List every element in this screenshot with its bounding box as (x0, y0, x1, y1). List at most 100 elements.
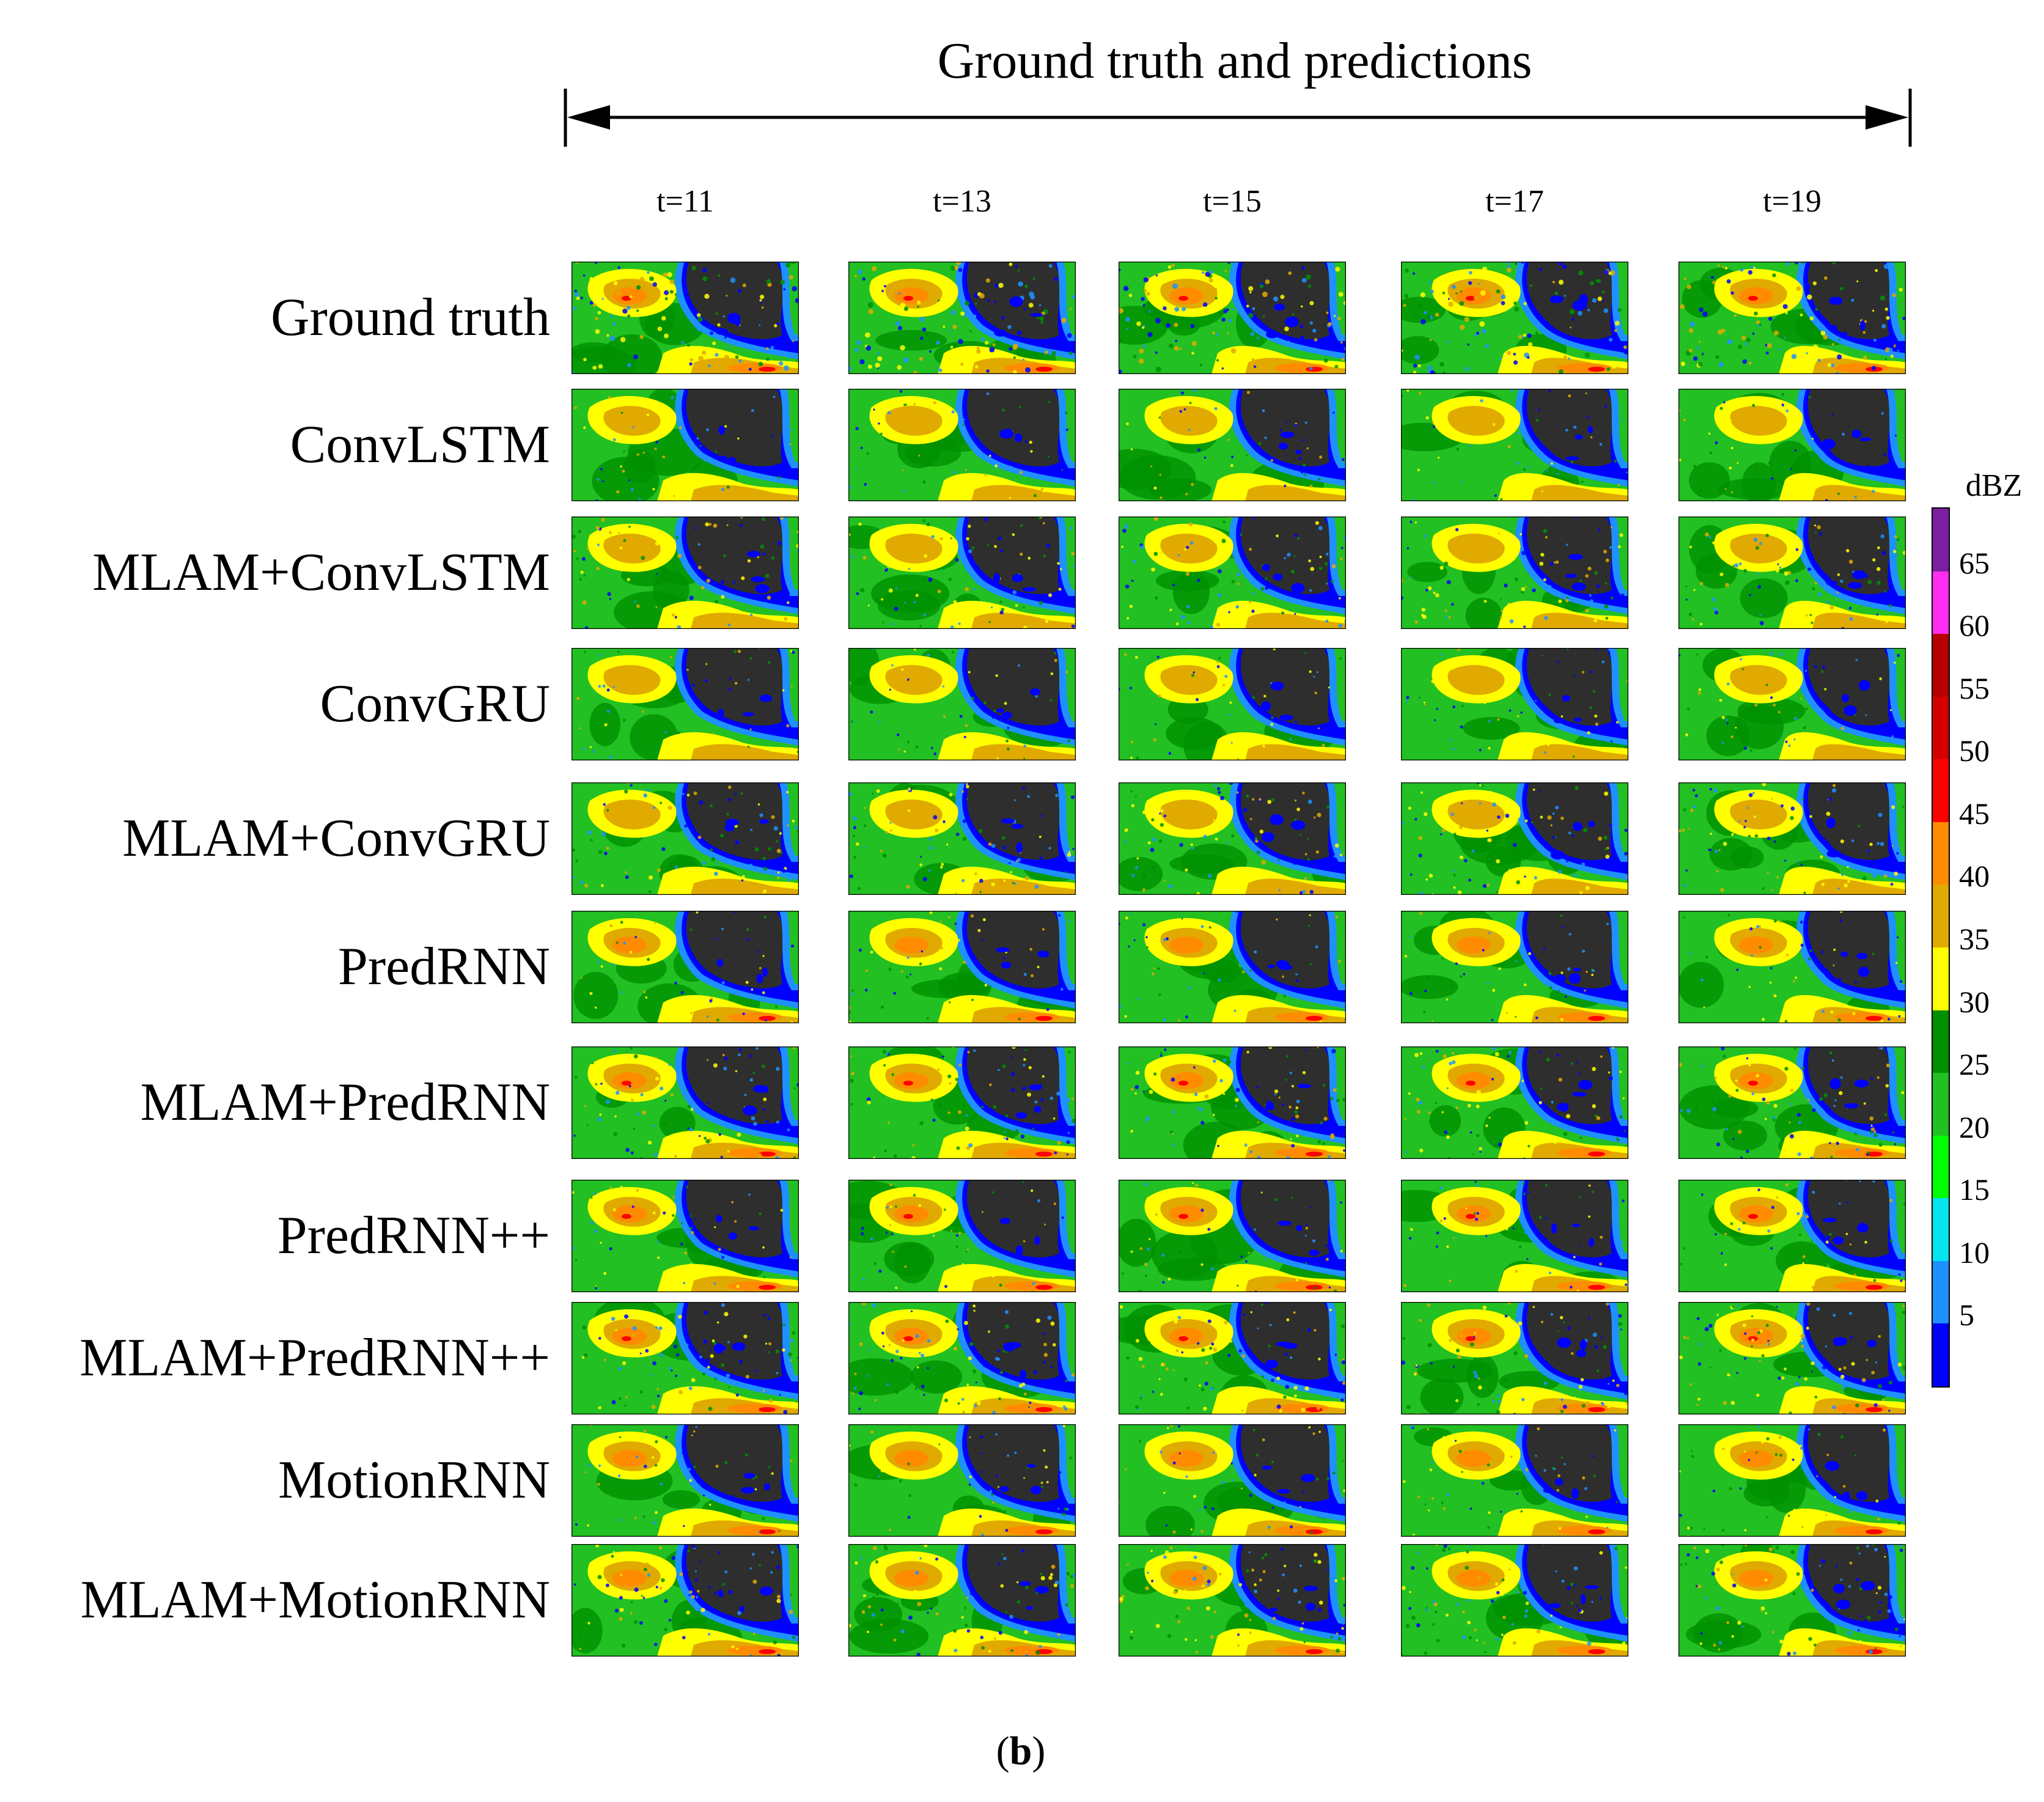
panel-r7-c5 (1678, 1046, 1906, 1159)
row-label-8: PredRNN++ (277, 1206, 550, 1265)
colorbar-segment-13 (1933, 1260, 1949, 1324)
panel-r10-c2 (848, 1424, 1076, 1537)
panel-r11-c4 (1401, 1544, 1628, 1657)
panel-r8-c5 (1678, 1180, 1906, 1292)
panel-r2-c2 (848, 389, 1076, 501)
panel-r5-c4 (1401, 782, 1628, 895)
panel-r2-c1 (572, 389, 799, 501)
figure-caption: (b) (917, 1724, 1125, 1779)
caption-close: ) (1032, 1729, 1046, 1773)
colorbar-tick-60: 60 (1959, 608, 1990, 643)
figure-header: Ground truth and predictions (937, 32, 1532, 89)
panel-r7-c1 (572, 1046, 799, 1159)
panel-r1-c1 (572, 262, 799, 374)
colorbar-tick-5: 5 (1959, 1298, 1974, 1333)
panel-r11-c3 (1119, 1544, 1346, 1657)
colorbar-segment-1 (1933, 509, 1949, 572)
row-label-4: ConvGRU (320, 674, 551, 734)
panel-r4-c5 (1678, 648, 1906, 760)
colorbar-segment-2 (1933, 571, 1949, 634)
panel-r9-c1 (572, 1302, 799, 1414)
panel-r1-c4 (1401, 262, 1628, 374)
panel-r5-c5 (1678, 782, 1906, 895)
panel-r11-c2 (848, 1544, 1076, 1657)
panel-r1-c2 (848, 262, 1076, 374)
panel-r8-c3 (1119, 1180, 1346, 1292)
panel-r7-c4 (1401, 1046, 1628, 1159)
column-label-4: t=17 (1485, 184, 1544, 219)
row-label-7: MLAM+PredRNN (140, 1073, 550, 1132)
colorbar-tick-20: 20 (1959, 1109, 1990, 1144)
colorbar-segment-14 (1933, 1323, 1949, 1387)
colorbar-tick-55: 55 (1959, 671, 1990, 705)
colorbar-segment-9 (1933, 1010, 1949, 1073)
panel-r2-c5 (1678, 389, 1906, 501)
panel-r2-c4 (1401, 389, 1628, 501)
panel-r1-c5 (1678, 262, 1906, 374)
panel-r1-c3 (1119, 262, 1346, 374)
colorbar-tick-15: 15 (1959, 1172, 1990, 1207)
panel-r8-c1 (572, 1180, 799, 1292)
colorbar-unit: dBZ (1965, 468, 2023, 503)
panel-r6-c4 (1401, 911, 1628, 1023)
panel-r10-c1 (572, 1424, 799, 1537)
panel-r9-c3 (1119, 1302, 1346, 1414)
colorbar-segment-6 (1933, 822, 1949, 885)
colorbar-tick-35: 35 (1959, 922, 1990, 956)
row-label-5: MLAM+ConvGRU (122, 809, 550, 868)
panel-r3-c2 (848, 517, 1076, 629)
panel-r5-c3 (1119, 782, 1346, 895)
colorbar-tick-45: 45 (1959, 796, 1990, 831)
panel-r4-c2 (848, 648, 1076, 760)
row-label-3: MLAM+ConvLSTM (92, 543, 550, 602)
row-label-10: MotionRNN (278, 1451, 550, 1510)
panel-r7-c3 (1119, 1046, 1346, 1159)
column-label-2: t=13 (933, 184, 991, 219)
panel-r3-c4 (1401, 517, 1628, 629)
colorbar-segment-4 (1933, 696, 1949, 760)
panel-r10-c5 (1678, 1424, 1906, 1537)
panel-r3-c3 (1119, 517, 1346, 629)
row-label-6: PredRNN (337, 937, 550, 996)
panel-r4-c4 (1401, 648, 1628, 760)
panel-r11-c1 (572, 1544, 799, 1657)
panel-r9-c5 (1678, 1302, 1906, 1414)
colorbar (1932, 507, 1950, 1388)
colorbar-segment-10 (1933, 1073, 1949, 1136)
panel-r6-c1 (572, 911, 799, 1023)
panel-r10-c3 (1119, 1424, 1346, 1537)
panel-r8-c4 (1401, 1180, 1628, 1292)
caption-letter: b (1009, 1729, 1032, 1773)
column-label-1: t=11 (656, 184, 714, 219)
colorbar-segment-3 (1933, 634, 1949, 697)
row-label-1: Ground truth (270, 288, 550, 347)
colorbar-tick-25: 25 (1959, 1047, 1990, 1082)
caption-open: ( (996, 1729, 1010, 1773)
row-label-2: ConvLSTM (290, 415, 550, 474)
time-arrow (564, 89, 1912, 147)
row-label-11: MLAM+MotionRNN (80, 1570, 550, 1630)
panel-r4-c3 (1119, 648, 1346, 760)
colorbar-tick-40: 40 (1959, 859, 1990, 894)
panel-r9-c2 (848, 1302, 1076, 1414)
panel-r6-c5 (1678, 911, 1906, 1023)
column-label-5: t=19 (1763, 184, 1822, 219)
panel-r5-c1 (572, 782, 799, 895)
colorbar-tick-30: 30 (1959, 984, 1990, 1019)
panel-r8-c2 (848, 1180, 1076, 1292)
panel-r6-c2 (848, 911, 1076, 1023)
colorbar-segment-8 (1933, 947, 1949, 1011)
panel-r9-c4 (1401, 1302, 1628, 1414)
row-label-9: MLAM+PredRNN++ (79, 1328, 550, 1388)
colorbar-tick-10: 10 (1959, 1235, 1990, 1270)
panel-r10-c4 (1401, 1424, 1628, 1537)
colorbar-segment-12 (1933, 1198, 1949, 1262)
colorbar-segment-7 (1933, 884, 1949, 948)
panel-r5-c2 (848, 782, 1076, 895)
panel-r3-c5 (1678, 517, 1906, 629)
panel-r3-c1 (572, 517, 799, 629)
panel-r2-c3 (1119, 389, 1346, 501)
panel-r4-c1 (572, 648, 799, 760)
colorbar-tick-50: 50 (1959, 734, 1990, 768)
